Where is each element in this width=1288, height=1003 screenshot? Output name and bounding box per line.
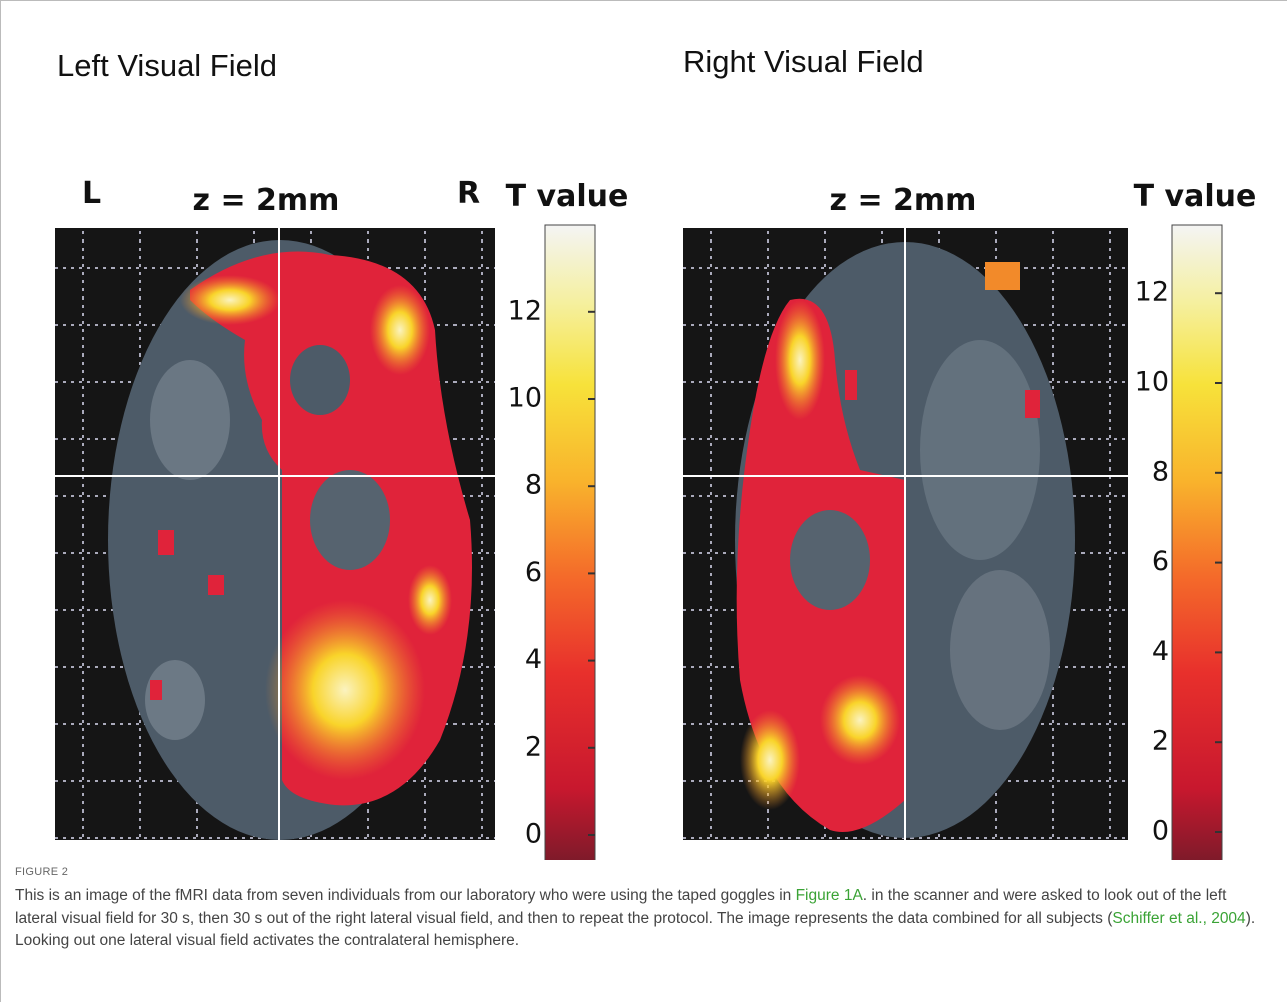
figure-caption: This is an image of the fMRI data from s… xyxy=(15,885,1260,953)
colorbar-title: T value xyxy=(1134,179,1257,214)
colorbar-tick-label: 2 xyxy=(525,731,542,762)
colorbar-tick-label: 6 xyxy=(525,557,542,588)
colorbar-tick-label: 4 xyxy=(525,644,542,675)
colorbar-tick-label: 12 xyxy=(508,295,542,326)
colorbar xyxy=(545,225,595,860)
colorbar-title: T value xyxy=(506,179,629,214)
citation-link[interactable]: Schiffer et al., 2004 xyxy=(1112,910,1245,927)
figure-image: Left Visual Field Right Visual Field L z… xyxy=(0,0,1288,860)
colorbar-tick-label: 4 xyxy=(1152,636,1169,667)
hemisphere-label: R xyxy=(457,176,480,211)
brain-slice xyxy=(683,228,1128,840)
colorbar-tick-label: 12 xyxy=(1135,277,1169,308)
colorbar xyxy=(1172,225,1222,860)
colorbar-tick-label: 8 xyxy=(1152,456,1169,487)
caption-text: This is an image of the fMRI data from s… xyxy=(15,887,796,904)
figure-label: FIGURE 2 xyxy=(15,866,68,878)
colorbar-tick-label: 2 xyxy=(1152,726,1169,757)
slice-label: z = 2mm xyxy=(193,183,340,218)
slice-label: z = 2mm xyxy=(830,183,977,218)
colorbar-tick-label: 0 xyxy=(1152,816,1169,847)
colorbar-tick-label: 8 xyxy=(525,470,542,501)
page: Left Visual Field Right Visual Field L z… xyxy=(0,0,1288,1003)
hemisphere-label: L xyxy=(82,176,101,211)
panel-title: Right Visual Field xyxy=(683,44,924,79)
colorbar-tick-label: 10 xyxy=(1135,367,1169,398)
colorbar-tick-label: 0 xyxy=(525,819,542,850)
panel-title: Left Visual Field xyxy=(57,48,277,83)
brain-slice xyxy=(55,228,495,840)
figure-link[interactable]: Figure 1A xyxy=(796,887,863,904)
colorbar-tick-label: 6 xyxy=(1152,546,1169,577)
colorbar-tick-label: 10 xyxy=(508,383,542,414)
